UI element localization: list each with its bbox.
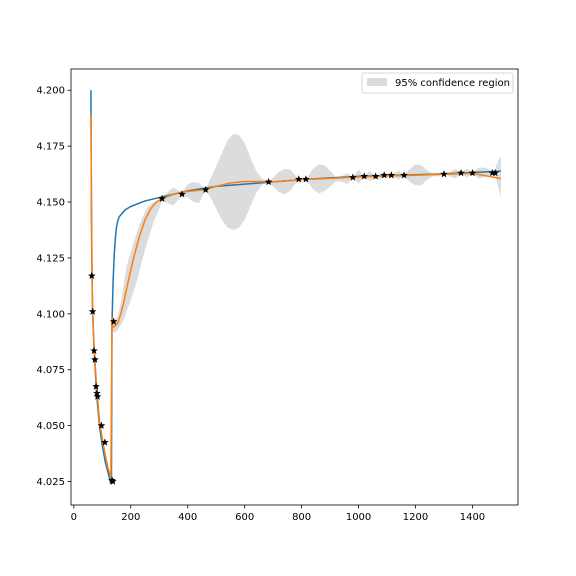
y-tick-label: 4.175 <box>36 142 65 153</box>
y-tick-label: 4.025 <box>36 477 65 488</box>
observation-star <box>440 170 448 178</box>
y-tick-label: 4.050 <box>36 421 65 432</box>
legend-box <box>361 72 514 94</box>
observation-star <box>90 346 98 354</box>
observation-star <box>488 168 497 177</box>
observation-star <box>201 185 210 193</box>
observation-star <box>468 168 477 177</box>
observation-star <box>349 173 357 181</box>
x-tick-label: 1200 <box>403 512 428 523</box>
y-tick-label: 4.075 <box>36 365 65 376</box>
y-tick-label: 4.200 <box>36 86 65 97</box>
y-axis: 4.025 4.050 4.075 4.100 4.125 4.150 4.175 4.200 <box>36 86 71 488</box>
x-tick-label: 600 <box>235 512 254 523</box>
observation-star <box>93 392 102 400</box>
axes-frame <box>70 68 519 506</box>
y-tick-label: 4.125 <box>36 253 65 264</box>
observation-star <box>457 168 465 177</box>
observation-star <box>380 171 388 179</box>
observation-star <box>158 194 166 202</box>
observation-star <box>109 477 117 485</box>
y-tick-label: 4.150 <box>36 198 65 209</box>
x-tick-label: 1400 <box>460 512 485 523</box>
observation-star <box>178 190 186 198</box>
observation-star <box>97 421 106 429</box>
observation-star <box>302 175 310 183</box>
series-layer <box>90 90 502 485</box>
legend-swatch-confidence-region <box>367 78 387 86</box>
x-tick-label: 0 <box>71 512 77 523</box>
observation-star <box>387 171 396 179</box>
observation-star <box>109 317 118 325</box>
observation-star <box>360 172 369 180</box>
observation-star <box>491 168 500 177</box>
x-tick-label: 200 <box>121 512 140 523</box>
x-tick-label: 800 <box>292 512 311 523</box>
observation-star <box>88 307 97 315</box>
legend-label-confidence-region: 95% confidence region <box>395 78 510 89</box>
x-axis: 0 200 400 600 800 1000 1200 1400 <box>71 505 485 523</box>
x-tick-label: 1000 <box>346 512 371 523</box>
observation-star <box>294 175 303 183</box>
observation-star <box>93 389 101 397</box>
marker-layer <box>87 168 500 485</box>
observation-star <box>92 382 100 390</box>
observation-star <box>101 438 109 446</box>
observation-star <box>91 355 99 363</box>
x-tick-label: 400 <box>178 512 197 523</box>
legend: 95% confidence region <box>361 72 514 94</box>
observation-star <box>371 172 380 180</box>
y-tick-label: 4.100 <box>36 309 65 320</box>
observation-star <box>400 171 408 179</box>
observation-star <box>87 271 96 280</box>
observation-star <box>264 177 273 186</box>
series-line-orange <box>90 114 502 478</box>
